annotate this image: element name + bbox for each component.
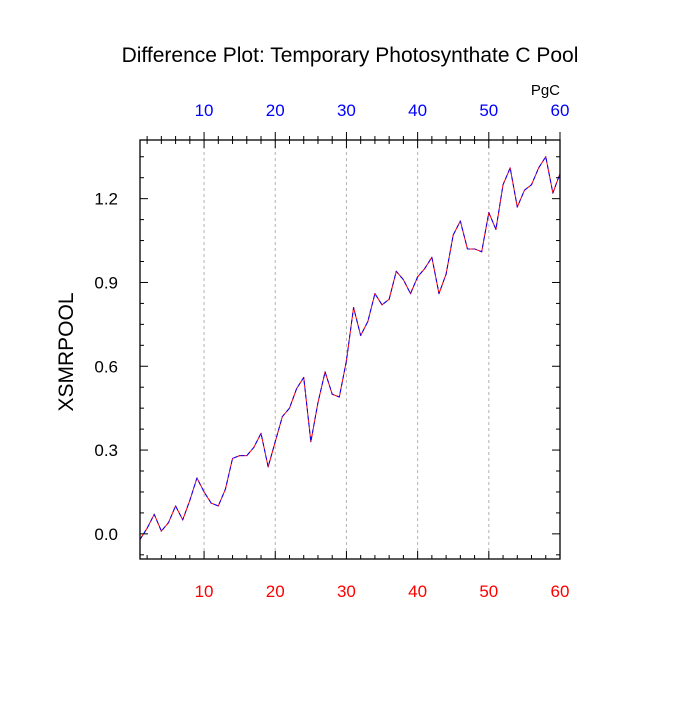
data-point (231, 457, 234, 460)
data-point (246, 455, 248, 457)
data-point (210, 502, 212, 504)
data-point (530, 184, 533, 186)
grid-layer (203, 140, 561, 559)
data-point (352, 307, 355, 309)
data-point (189, 499, 191, 501)
data-point (174, 505, 177, 507)
data-point (288, 407, 291, 409)
data-point (303, 376, 305, 379)
data-point (374, 293, 376, 295)
data-point (196, 477, 198, 479)
data-point (395, 270, 397, 272)
x-tick-label-top: 50 (479, 101, 498, 120)
x-tick-label-bottom: 60 (551, 582, 570, 601)
data-point (367, 320, 369, 323)
data-point (488, 212, 490, 214)
data-point (409, 293, 412, 295)
y-tick-label: 0.3 (94, 441, 118, 460)
data-point (146, 527, 148, 529)
data-point (502, 184, 504, 186)
plot-frame (139, 139, 561, 560)
data-point (452, 234, 454, 236)
chart-title: Difference Plot: Temporary Photosynthate… (122, 44, 579, 67)
data-point (466, 248, 469, 250)
data-point (167, 522, 170, 524)
x-tick-label-top: 40 (408, 101, 427, 120)
data-point (274, 441, 276, 443)
series-line-overlay (139, 156, 561, 540)
data-point (495, 228, 497, 230)
data-point (523, 189, 526, 191)
data-point (345, 360, 348, 362)
series-layer (139, 156, 561, 541)
y-tick-label: 0.0 (94, 525, 118, 544)
data-point (260, 432, 262, 434)
data-point (239, 455, 241, 457)
data-point (324, 371, 326, 373)
data-point (317, 401, 319, 404)
data-point (438, 293, 440, 295)
data-point (331, 393, 333, 395)
data-point (253, 446, 255, 448)
data-point (388, 298, 390, 300)
data-point (296, 388, 298, 390)
x-tick-label-bottom: 30 (337, 582, 356, 601)
data-point (281, 415, 283, 418)
y-tick-label: 0.6 (94, 357, 118, 376)
data-point (552, 192, 554, 194)
data-point (481, 251, 483, 253)
data-point (182, 519, 184, 521)
units-label: PgC (531, 82, 560, 99)
data-point (459, 220, 461, 222)
y-tick-label: 1.2 (94, 190, 118, 209)
x-tick-label-bottom: 20 (266, 582, 285, 601)
x-tick-label-bottom: 10 (195, 582, 214, 601)
data-point (217, 505, 219, 507)
data-point (424, 267, 426, 270)
data-point (267, 466, 269, 468)
data-point (338, 396, 340, 398)
x-tick-label-top: 20 (266, 101, 285, 120)
x-tick-label-top: 10 (195, 101, 214, 120)
series-line (139, 156, 561, 540)
y-tick-label: 0.9 (94, 273, 118, 292)
x-tick-label-bottom: 40 (408, 582, 427, 601)
tick-layer: 10 20 30 40 50 60 10 20 30 40 50 60 0.0 0.3 0.6 0.9 1.2 (94, 101, 569, 601)
data-point (224, 488, 227, 490)
data-point (516, 206, 518, 208)
x-tick-label-bottom: 50 (479, 582, 498, 601)
data-point (153, 513, 155, 515)
x-tick-label-top: 60 (551, 101, 570, 120)
data-point (445, 273, 447, 275)
data-point (402, 279, 404, 281)
data-point (538, 167, 540, 169)
data-point (509, 167, 511, 169)
data-point (417, 276, 419, 278)
data-point (473, 248, 476, 250)
data-point (545, 156, 547, 158)
data-point (431, 256, 433, 258)
x-tick-label-top: 30 (337, 101, 356, 120)
data-point (310, 441, 312, 443)
y-axis-label: XSMRPOOL (55, 292, 78, 411)
data-point (160, 530, 162, 532)
data-point (203, 491, 205, 493)
data-point (381, 304, 383, 306)
data-point (360, 334, 362, 337)
